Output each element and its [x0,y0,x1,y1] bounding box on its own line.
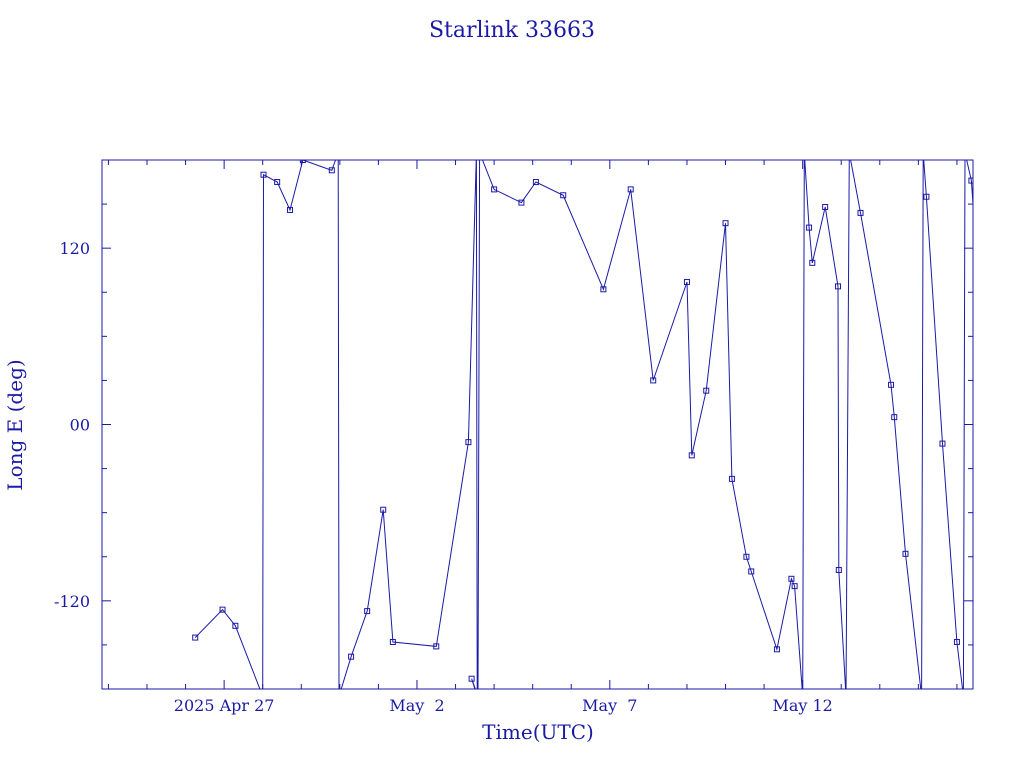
x-tick-labels: 2025 Apr 27 May 2 May 7 May 12 [174,696,833,715]
x-tick-label: May 7 [582,696,637,715]
data-point [232,622,239,629]
data-point [287,206,294,213]
x-tick-label: 2025 Apr 27 [174,696,275,715]
data-point [835,283,842,290]
data-point [788,575,795,582]
data-point [518,199,525,206]
data-point [703,387,710,394]
y-axis-title: Long E (deg) [3,359,27,490]
data-point [923,193,930,200]
chart-title: Starlink 33663 [429,18,595,43]
data-point [532,179,539,186]
data-point [809,259,816,266]
data-point [274,179,281,186]
y-tick-label: 00 [70,416,90,435]
data-point [857,209,864,216]
data-point [328,167,335,174]
data-point [468,675,475,682]
data-point [743,553,750,560]
data-point [491,186,498,193]
data-point [835,566,842,573]
data-point [748,568,755,575]
x-axis-title: Time(UTC) [482,720,594,744]
data-point [968,177,973,184]
data-point [791,583,798,590]
x-tick-label: May 12 [772,696,832,715]
data-point [953,638,960,645]
data-point [773,646,780,653]
axis-ticks [102,159,973,690]
data-point [728,475,735,482]
data-point [902,550,909,557]
data-point [348,653,355,660]
data-point [465,439,472,446]
data-point [299,160,306,163]
data-point [364,608,371,615]
y-tick-label: -120 [54,592,90,611]
data-point [683,278,690,285]
y-tick-label: 120 [59,239,90,258]
data-point [260,171,267,178]
plot-frame [101,159,974,690]
data-point [650,377,657,384]
data-point [806,224,813,231]
data-point [219,606,226,613]
data-point [627,186,634,193]
data-point [722,220,729,227]
data-point [987,440,992,445]
data-point [939,440,946,447]
data-point [600,286,607,293]
data-point [688,452,695,459]
y-tick-labels: -120 00 120 [54,239,90,611]
data-point [380,506,387,513]
series-layer [192,160,992,689]
data-point [891,414,898,421]
data-point [389,638,396,645]
data-point [560,192,567,199]
x-tick-label: May 2 [389,696,444,715]
series-line [194,160,973,689]
data-point [822,204,829,211]
data-point [888,381,895,388]
data-point [192,634,199,641]
data-point [433,643,440,650]
